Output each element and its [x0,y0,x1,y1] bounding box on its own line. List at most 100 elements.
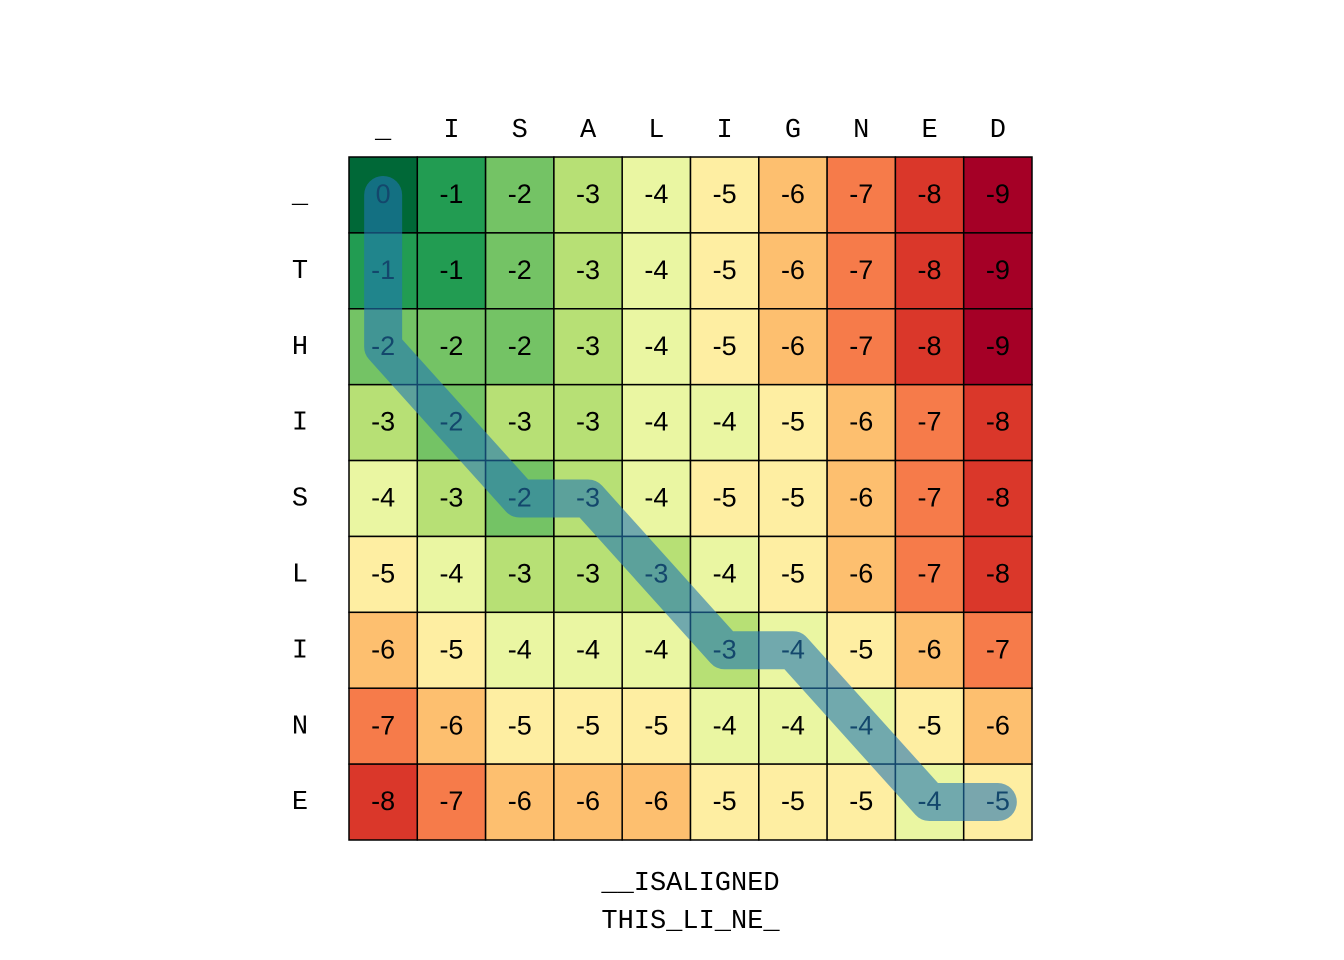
cell [894,383,965,462]
cell [826,308,897,386]
cell [962,459,1033,538]
cell [689,459,760,538]
cell-value: -2 [508,179,532,209]
cell-value: -6 [849,559,873,589]
column-label: _ [374,116,392,146]
cell [484,535,555,614]
cell [689,156,760,234]
cell [758,156,828,234]
cell-value: -3 [371,407,395,437]
cell-value: -7 [918,559,942,589]
cell-value: -5 [713,331,737,361]
cell-value: -8 [986,559,1010,589]
cell-value: -7 [986,634,1010,664]
cell [962,232,1033,310]
cell-value: -4 [371,483,395,513]
cell-value: -5 [713,255,737,285]
alignment-text: THIS_LI_NE_ [601,907,780,937]
cell [416,535,487,614]
cell-value: -2 [508,331,532,361]
cell-value: -8 [986,483,1010,513]
cell [894,232,965,310]
cell-value: -8 [918,255,942,285]
cell [758,232,828,310]
cell-value: -6 [439,710,463,740]
column-label: I [443,116,459,146]
cell-value: -7 [849,179,873,209]
row-label: S [292,485,308,515]
cell-value: -5 [713,786,737,816]
cell [416,232,487,310]
row-label: E [292,788,308,818]
cell-value: -3 [576,255,600,285]
cell [348,611,419,689]
cell-value: -5 [508,710,532,740]
cell-value: -4 [644,255,668,285]
cell [962,611,1033,689]
cell [348,763,419,841]
cell-value: -6 [508,786,532,816]
cell-value: -3 [576,331,600,361]
cell-value: -4 [439,559,463,589]
cell [826,156,897,234]
alignment-text: __ISALIGNED [600,869,779,899]
cell-value: -5 [849,634,873,664]
cell-value: -9 [986,179,1010,209]
cell-value: -4 [713,407,737,437]
cell-value: -6 [849,407,873,437]
row-label: I [292,409,308,439]
cell-value: -5 [713,483,737,513]
cell-value: -6 [644,786,668,816]
cell-value: -6 [781,179,805,209]
row-label: T [292,257,308,287]
cell [689,232,760,310]
cell-value: -8 [371,786,395,816]
cell [962,383,1033,462]
column-label: E [921,116,937,146]
column-label: D [990,116,1006,146]
cell-value: -2 [439,331,463,361]
cell-value: -5 [576,710,600,740]
column-label: N [853,116,869,146]
cell-value: -5 [781,407,805,437]
cell-value: -9 [986,255,1010,285]
cell-value: -5 [439,634,463,664]
cell-value: -3 [508,407,532,437]
cell [894,156,965,234]
column-label: S [512,116,528,146]
column-label: L [648,116,664,146]
cell [621,156,692,234]
cell-value: -7 [918,483,942,513]
row-label: N [292,712,308,742]
cell-value: -7 [849,331,873,361]
cell [826,535,897,614]
cell [553,383,623,462]
cell [826,383,897,462]
row-label: H [292,333,308,363]
cell-value: -2 [508,255,532,285]
cell [894,459,965,538]
cell-value: -4 [644,179,668,209]
cell-value: -6 [849,483,873,513]
cell [758,535,828,614]
column-label: I [717,116,733,146]
cell-value: -4 [644,483,668,513]
cell-value: -5 [849,786,873,816]
cell [758,308,828,386]
cell-value: -8 [986,407,1010,437]
cell-value: -3 [508,559,532,589]
cell-value: -6 [371,634,395,664]
cell-value: -5 [781,559,805,589]
cell [689,383,760,462]
cell [621,763,692,841]
cell-value: -4 [644,407,668,437]
cell-value: -5 [371,559,395,589]
cell-value: -3 [576,179,600,209]
cell-value: -7 [849,255,873,285]
cell-value: -1 [439,255,463,285]
cell [416,763,487,841]
cell-value: -8 [918,179,942,209]
cell-value: -6 [986,710,1010,740]
cell [894,611,965,689]
